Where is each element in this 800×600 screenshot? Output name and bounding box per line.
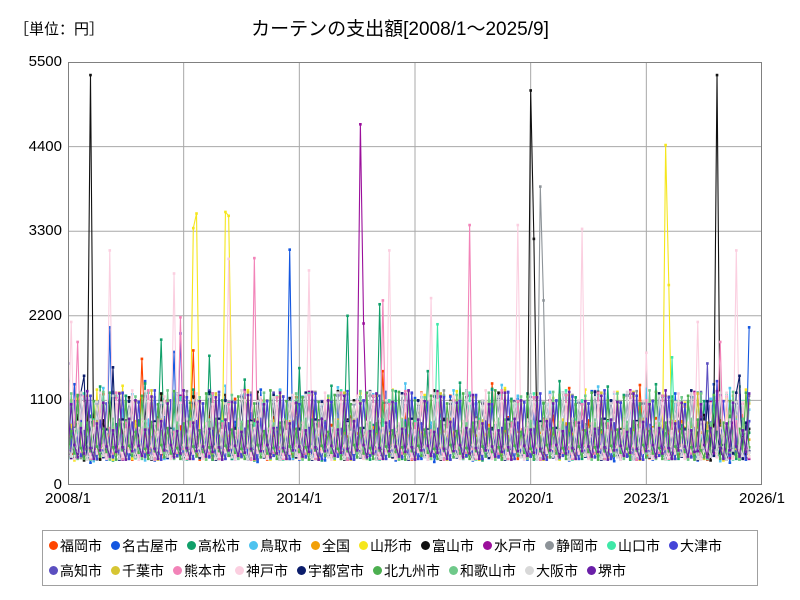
legend-item-大阪市[interactable]: 大阪市 <box>525 564 578 578</box>
legend-marker-icon <box>359 541 368 550</box>
y-tick-label: 1100 <box>29 391 62 409</box>
legend-item-鳥取市[interactable]: 鳥取市 <box>249 539 302 553</box>
legend-marker-icon <box>111 566 120 575</box>
legend-label: 静岡市 <box>556 537 598 554</box>
legend-marker-icon <box>249 541 258 550</box>
legend-marker-icon <box>587 566 596 575</box>
y-tick-label: 2200 <box>28 306 62 324</box>
legend-marker-icon <box>607 541 616 550</box>
legend-label: 富山市 <box>432 537 474 554</box>
legend-item-富山市[interactable]: 富山市 <box>421 539 474 553</box>
y-tick-label: 5500 <box>28 53 62 70</box>
legend-label: 千葉市 <box>122 562 164 579</box>
legend-item-静岡市[interactable]: 静岡市 <box>545 539 598 553</box>
legend-item-大津市[interactable]: 大津市 <box>669 539 722 553</box>
legend-marker-icon <box>311 541 320 550</box>
legend-row: 福岡市 名古屋市 高松市 鳥取市 全国 山形市 富山市 水戸市 静岡市 山口市 大津市 <box>49 533 751 558</box>
legend-marker-icon <box>187 541 196 550</box>
legend-label: 名古屋市 <box>122 537 178 554</box>
legend-label: 全国 <box>322 537 350 554</box>
x-tick-label: 2026/1 <box>739 490 785 507</box>
legend-label: 福岡市 <box>60 537 102 554</box>
legend-item-千葉市[interactable]: 千葉市 <box>111 564 164 578</box>
legend-item-高松市[interactable]: 高松市 <box>187 539 240 553</box>
y-axis: 0 1100 2200 3300 4400 5500 <box>4 53 62 493</box>
y-tick-label: 0 <box>53 476 62 493</box>
legend-label: 和歌山市 <box>460 562 516 579</box>
legend-label: 高松市 <box>198 537 240 554</box>
x-tick-label: 2011/1 <box>161 490 207 507</box>
plot-frame <box>68 62 762 485</box>
series-堺市 <box>68 389 751 461</box>
legend-item-山口市[interactable]: 山口市 <box>607 539 660 553</box>
legend-item-和歌山市[interactable]: 和歌山市 <box>449 564 516 578</box>
x-tick-label: 2023/1 <box>623 490 670 507</box>
legend-label: 鳥取市 <box>260 537 302 554</box>
legend-item-水戸市[interactable]: 水戸市 <box>483 539 536 553</box>
legend-item-神戸市[interactable]: 神戸市 <box>235 564 288 578</box>
legend-label: 神戸市 <box>246 562 288 579</box>
series-神戸市 <box>68 223 751 461</box>
legend-item-高知市[interactable]: 高知市 <box>49 564 102 578</box>
legend-item-堺市[interactable]: 堺市 <box>587 564 626 578</box>
y-tick-label: 3300 <box>28 222 62 240</box>
legend-marker-icon <box>235 566 244 575</box>
legend-marker-icon <box>483 541 492 550</box>
legend-item-熊本市[interactable]: 熊本市 <box>173 564 226 578</box>
legend-item-名古屋市[interactable]: 名古屋市 <box>111 539 178 553</box>
legend-marker-icon <box>49 566 58 575</box>
legend-label: 水戸市 <box>494 537 536 554</box>
legend-item-山形市[interactable]: 山形市 <box>359 539 412 553</box>
legend-marker-icon <box>173 566 182 575</box>
legend-label: 宇都宮市 <box>308 562 364 579</box>
legend-label: 大津市 <box>680 537 722 554</box>
legend-marker-icon <box>421 541 430 550</box>
legend-marker-icon <box>525 566 534 575</box>
legend-label: 堺市 <box>598 562 626 579</box>
x-tick-label: 2014/1 <box>276 490 323 507</box>
legend-item-北九州市[interactable]: 北九州市 <box>373 564 440 578</box>
legend-label: 熊本市 <box>184 562 226 579</box>
legend-label: 北九州市 <box>384 562 440 579</box>
legend-marker-icon <box>111 541 120 550</box>
legend-label: 山形市 <box>370 537 412 554</box>
x-tick-label: 2020/1 <box>507 490 554 507</box>
legend: 福岡市 名古屋市 高松市 鳥取市 全国 山形市 富山市 水戸市 静岡市 山口市 大津市高知市 千葉市 熊… <box>42 530 758 586</box>
plot-area <box>68 62 762 485</box>
legend-marker-icon <box>373 566 382 575</box>
unit-label: ［単位：円］ <box>14 21 105 38</box>
chart-canvas <box>68 62 762 485</box>
legend-label: 山口市 <box>618 537 660 554</box>
x-axis: 2008/1 2011/1 2014/1 2017/1 2020/1 2023/1 2026… <box>45 490 785 510</box>
legend-marker-icon <box>49 541 58 550</box>
y-tick-label: 4400 <box>28 137 62 155</box>
legend-label: 高知市 <box>60 562 102 579</box>
legend-item-全国[interactable]: 全国 <box>311 539 350 553</box>
legend-item-宇都宮市[interactable]: 宇都宮市 <box>297 564 364 578</box>
chart-title: カーテンの支出額[2008/1～2025/9] <box>251 19 549 40</box>
legend-item-福岡市[interactable]: 福岡市 <box>49 539 102 553</box>
series-北九州市 <box>68 389 751 461</box>
legend-marker-icon <box>669 541 678 550</box>
legend-marker-icon <box>545 541 554 550</box>
legend-marker-icon <box>449 566 458 575</box>
x-tick-label: 2017/1 <box>392 490 438 507</box>
legend-marker-icon <box>297 566 306 575</box>
legend-row: 高知市 千葉市 熊本市 神戸市 宇都宮市 北九州市 和歌山市 大阪市 堺市 <box>49 558 751 583</box>
legend-label: 大阪市 <box>536 562 578 579</box>
x-tick-label: 2008/1 <box>45 490 91 507</box>
